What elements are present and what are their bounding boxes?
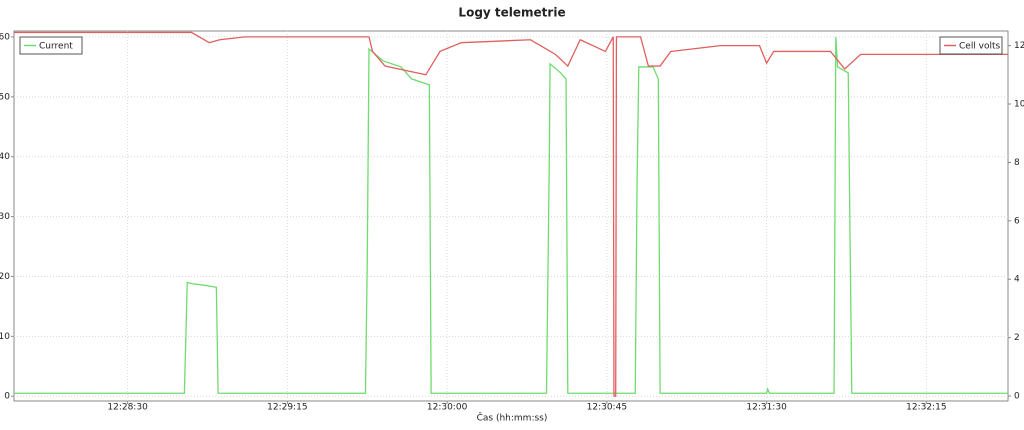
- x-tick-label: 12:30:00: [427, 403, 468, 413]
- y-tick-label: 40: [0, 152, 10, 162]
- chart-title: Logy telemetrie: [458, 6, 565, 20]
- legend-label: Cell volts: [959, 42, 1001, 52]
- legend-label: Current: [39, 42, 73, 52]
- x-tick-label: 12:31:30: [746, 403, 787, 413]
- y-tick-label: 0: [4, 392, 10, 402]
- plot-frame: [13, 30, 1009, 402]
- legend-box: [939, 36, 1003, 55]
- y2-tick-label: 2: [1014, 333, 1020, 343]
- y-tick-label: 50: [0, 92, 10, 102]
- x-tick-label: 12:32:15: [906, 403, 946, 413]
- y2-tick-label: 4: [1014, 275, 1020, 285]
- y2-tick-label: 12: [1014, 41, 1024, 51]
- series-line: [14, 36, 1008, 394]
- y-tick-label: 20: [0, 272, 10, 282]
- x-tick-label: 12:28:30: [107, 403, 148, 413]
- y2-tick-label: 0: [1014, 392, 1020, 402]
- y-tick-label: 30: [0, 212, 10, 222]
- y-tick-label: 10: [0, 332, 10, 342]
- y2-tick-label: 10: [1014, 100, 1024, 110]
- y-tick-label: 60: [0, 32, 10, 42]
- x-axis-label: Čas (hh:mm:ss): [477, 412, 548, 424]
- y2-tick-label: 8: [1014, 158, 1020, 168]
- series-line: [14, 31, 1008, 397]
- legend-box: [19, 36, 83, 55]
- x-tick-label: 12:29:15: [267, 403, 307, 413]
- x-tick-label: 12:30:45: [587, 403, 627, 413]
- y2-tick-label: 6: [1014, 216, 1020, 226]
